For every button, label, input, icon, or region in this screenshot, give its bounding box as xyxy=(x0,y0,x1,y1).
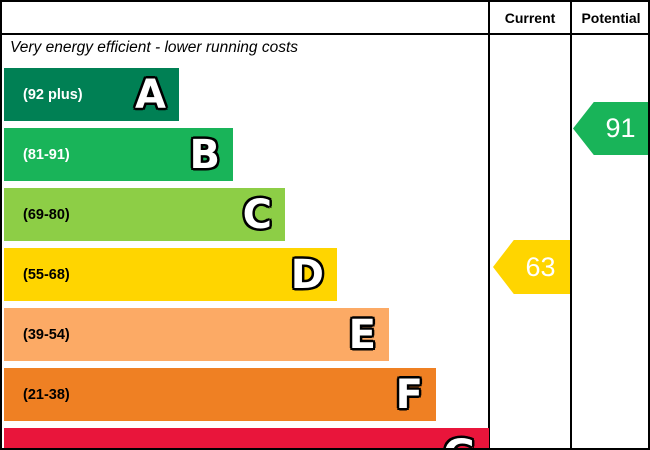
band-c-letter: C xyxy=(242,191,272,238)
header-divider-line xyxy=(2,33,648,35)
efficiency-caption: Very energy efficient - lower running co… xyxy=(10,39,299,56)
band-f-letter: F xyxy=(395,371,423,418)
band-f: (21-38) F xyxy=(4,368,436,421)
band-a-range-label: (92 plus) xyxy=(23,86,83,103)
band-d-range-label: (55-68) xyxy=(23,266,70,283)
current-column-header: Current xyxy=(504,10,556,26)
band-a-letter: A xyxy=(135,71,166,118)
band-b-letter: B xyxy=(189,131,221,178)
band-c-range-label: (69-80) xyxy=(23,206,70,223)
potential-column-divider xyxy=(570,2,572,448)
band-g-range-label: (1-20) xyxy=(23,447,62,449)
band-g: (1-20) G xyxy=(4,428,489,449)
band-f-range-label: (21-38) xyxy=(23,386,70,403)
potential-column-header: Potential xyxy=(581,10,641,26)
potential-rating-pointer: 91 xyxy=(573,102,648,155)
band-d-letter: D xyxy=(290,251,324,298)
band-c: (69-80) C xyxy=(4,188,285,241)
band-b-range-label: (81-91) xyxy=(23,146,70,163)
potential-rating-value: 91 xyxy=(605,113,636,143)
band-g-letter: G xyxy=(443,435,476,449)
band-b: (81-91) B xyxy=(4,128,233,181)
current-rating-value: 63 xyxy=(525,251,556,282)
band-e-letter: E xyxy=(348,311,376,358)
band-d: (55-68) D xyxy=(4,248,337,301)
band-e-range-label: (39-54) xyxy=(23,326,70,343)
band-a: (92 plus) A xyxy=(4,68,179,121)
current-rating-pointer: 63 xyxy=(493,240,570,294)
current-column-divider xyxy=(488,2,490,448)
band-e: (39-54) E xyxy=(4,308,389,361)
